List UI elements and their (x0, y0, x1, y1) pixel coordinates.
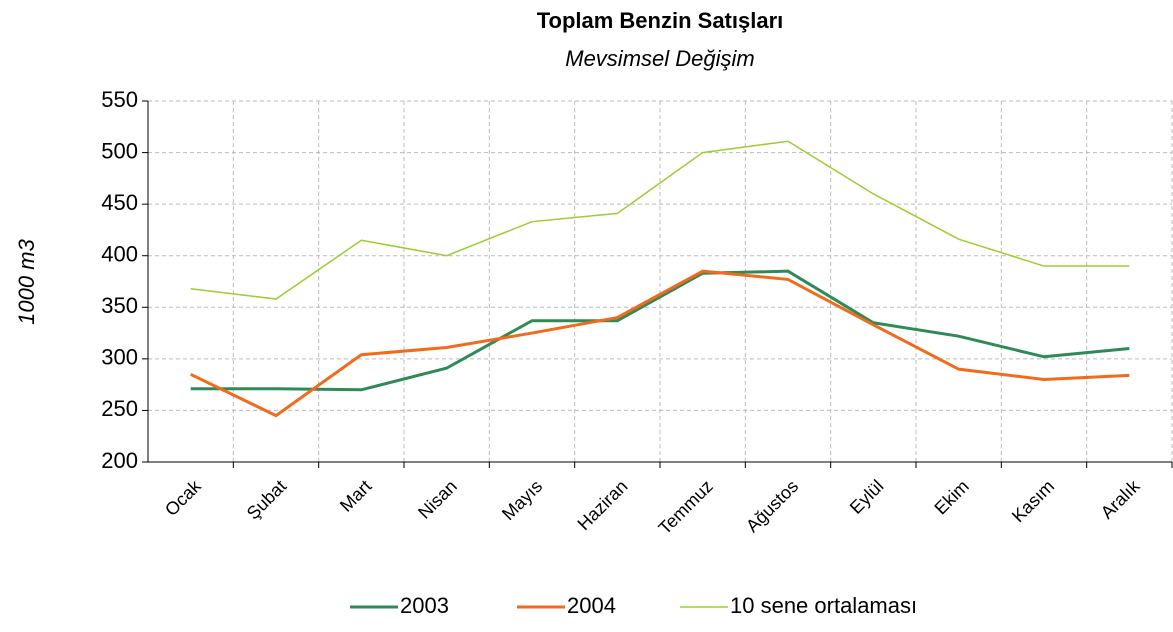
x-tick-label: Mart (336, 476, 376, 516)
x-tick-label: Ağustos (742, 476, 802, 536)
chart-subtitle: Mevsimsel Değişim (565, 46, 754, 71)
line-series (190, 140, 1130, 300)
y-tick-label: 200 (101, 448, 138, 473)
x-tick-label: Mayıs (498, 476, 546, 524)
y-tick-label: 400 (101, 242, 138, 267)
x-tick-label: Haziran (574, 476, 632, 534)
line-series (190, 269, 1130, 418)
legend-label: 2004 (567, 593, 616, 618)
x-tick-label: Nisan (414, 476, 461, 523)
x-tick-label: Kasım (1008, 476, 1058, 526)
x-tick-label: Temmuz (655, 476, 717, 538)
line-series (190, 269, 1130, 392)
y-tick-label: 450 (101, 190, 138, 215)
x-tick-label: Ekim (930, 476, 972, 518)
x-tick-label: Aralık (1097, 475, 1144, 522)
x-tick-label: Şubat (243, 476, 290, 523)
y-tick-label: 350 (101, 293, 138, 318)
y-tick-label: 300 (101, 345, 138, 370)
legend-label: 2003 (400, 593, 449, 618)
x-tick-label: Ocak (161, 475, 206, 520)
chart-title: Toplam Benzin Satışları (537, 8, 784, 33)
y-tick-label: 550 (101, 87, 138, 112)
y-axis-label: 1000 m3 (14, 238, 39, 324)
legend-label: 10 sene ortalaması (730, 593, 917, 618)
x-tick-label: Eylül (846, 476, 888, 518)
y-tick-label: 250 (101, 396, 138, 421)
y-tick-label: 500 (101, 138, 138, 163)
